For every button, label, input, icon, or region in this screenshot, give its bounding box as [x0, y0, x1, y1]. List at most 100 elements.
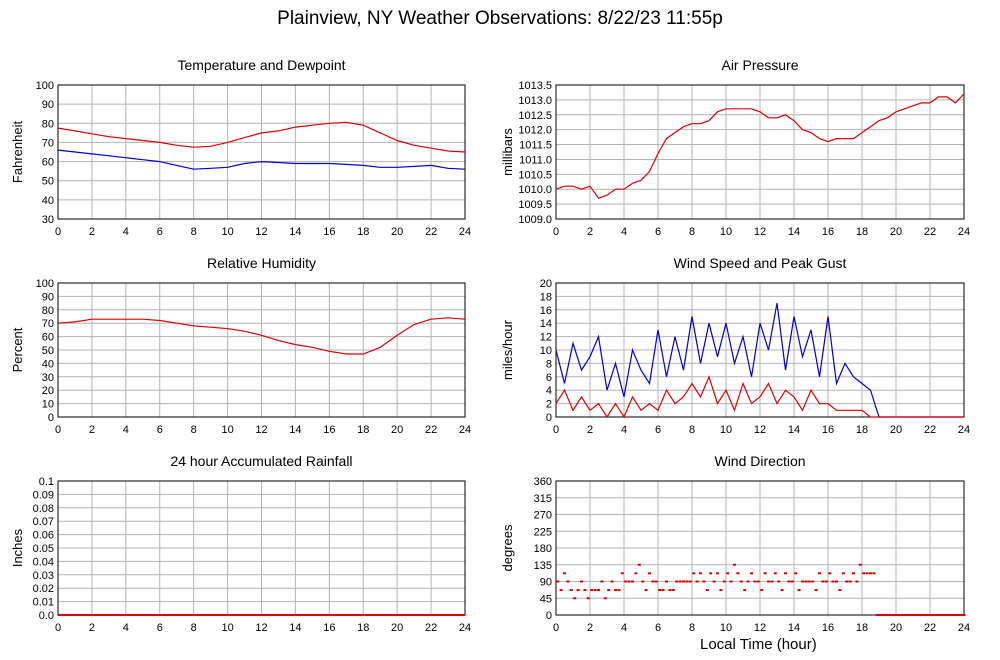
wind-direction-point [811, 580, 815, 583]
x-tick-label: 6 [157, 226, 163, 238]
y-tick-label: 1013.5 [518, 80, 552, 92]
y-tick-label: 30 [42, 214, 54, 226]
wind-direction-point [858, 563, 862, 566]
wind-direction-point [580, 580, 583, 583]
x-tick-label: 12 [754, 622, 766, 634]
x-tick-label: 20 [890, 424, 902, 436]
x-tick-label: 2 [89, 226, 95, 238]
series-line-1 [555, 302, 964, 418]
x-tick-label: 0 [553, 226, 559, 238]
x-tick-label: 6 [157, 424, 163, 436]
x-tick-label: 14 [788, 424, 800, 436]
y-axis-label: millibars [500, 128, 515, 176]
plot-frame [555, 84, 965, 220]
wind-direction-point [845, 580, 849, 583]
wind-direction-point [661, 589, 665, 592]
wind-direction-point [556, 580, 560, 583]
x-tick-label: 16 [323, 226, 335, 238]
x-tick-label: 2 [89, 622, 95, 634]
wind-direction-point [862, 572, 866, 575]
wind-direction-point [729, 580, 733, 583]
x-tick-label: 16 [822, 622, 834, 634]
x-tick-label: 24 [459, 424, 471, 436]
x-tick-label: 8 [689, 622, 695, 634]
x-tick-label: 4 [621, 226, 627, 238]
wind-direction-point [835, 580, 838, 583]
x-tick-label: 6 [655, 226, 661, 238]
wind-direction-point [773, 572, 777, 575]
y-tick-label: 0.05 [33, 543, 54, 555]
y-axis-label: Fahrenheit [10, 121, 25, 184]
y-tick-label: 50 [42, 345, 54, 357]
y-tick-label: 0 [546, 610, 552, 622]
wind-direction-point [763, 572, 767, 575]
x-tick-label: 18 [357, 226, 369, 238]
y-tick-label: 6 [546, 372, 552, 384]
wind-direction-point [692, 572, 696, 575]
series-line-1 [555, 93, 965, 199]
x-tick-label: 4 [123, 622, 129, 634]
x-tick-label: 10 [221, 622, 233, 634]
y-tick-label: 10 [42, 399, 54, 411]
x-tick-label: 18 [856, 622, 868, 634]
y-axis-label: Percent [10, 327, 25, 372]
wind-direction-point [593, 589, 597, 592]
x-tick-label: 4 [621, 622, 627, 634]
x-tick-label: 8 [689, 226, 695, 238]
wind-direction-point [821, 580, 825, 583]
wind-direction-point [828, 572, 832, 575]
wind-direction-point [726, 572, 730, 575]
wind-direction-point [614, 589, 617, 592]
x-tick-label: 22 [924, 226, 936, 238]
x-tick-label: 18 [856, 226, 868, 238]
wind-direction-point [590, 589, 594, 592]
wind-direction-point [818, 572, 821, 575]
x-tick-label: 6 [655, 622, 661, 634]
x-tick-label: 24 [958, 424, 970, 436]
x-tick-label: 20 [890, 622, 902, 634]
wind-direction-point [573, 597, 577, 600]
x-tick-label: 0 [55, 226, 61, 238]
x-tick-label: 14 [788, 226, 800, 238]
y-tick-label: 80 [42, 118, 54, 130]
wind-direction-point [563, 572, 566, 575]
plot-frame [57, 282, 466, 418]
y-tick-label: 40 [42, 195, 54, 207]
y-tick-label: 16 [540, 305, 552, 317]
y-axis-label: degrees [500, 524, 515, 571]
x-tick-label: 12 [255, 226, 267, 238]
chart-title: Wind Direction [714, 453, 805, 469]
x-tick-label: 22 [425, 622, 437, 634]
y-tick-label: 60 [42, 332, 54, 344]
x-tick-label: 22 [425, 226, 437, 238]
wind-direction-point [637, 563, 641, 566]
wind-direction-point [668, 589, 672, 592]
x-tick-label: 2 [587, 622, 593, 634]
y-tick-label: 1012.0 [518, 125, 552, 137]
wind-direction-point [855, 580, 859, 583]
wind-direction-point [801, 580, 804, 583]
wind-direction-point [814, 589, 818, 592]
wind-direction-point [784, 572, 787, 575]
wind-direction-point [852, 572, 855, 575]
wind-direction-point [688, 580, 692, 583]
chart-title: Temperature and Dewpoint [177, 57, 345, 73]
x-tick-label: 14 [289, 424, 301, 436]
y-tick-label: 90 [42, 291, 54, 303]
wind-direction-point [610, 580, 614, 583]
y-tick-label: 360 [534, 476, 552, 488]
x-tick-label: 12 [754, 226, 766, 238]
y-tick-label: 80 [42, 305, 54, 317]
x-tick-label: 14 [289, 622, 301, 634]
x-tick-label: 10 [221, 226, 233, 238]
y-tick-label: 0.06 [33, 530, 54, 542]
series-line-1 [57, 121, 466, 153]
x-tick-label: 8 [191, 226, 197, 238]
wind-direction-point [702, 580, 706, 583]
wind-direction-point [746, 580, 750, 583]
x-tick-label: 14 [289, 226, 301, 238]
y-tick-label: 315 [534, 493, 552, 505]
wind-direction-point [586, 597, 590, 600]
